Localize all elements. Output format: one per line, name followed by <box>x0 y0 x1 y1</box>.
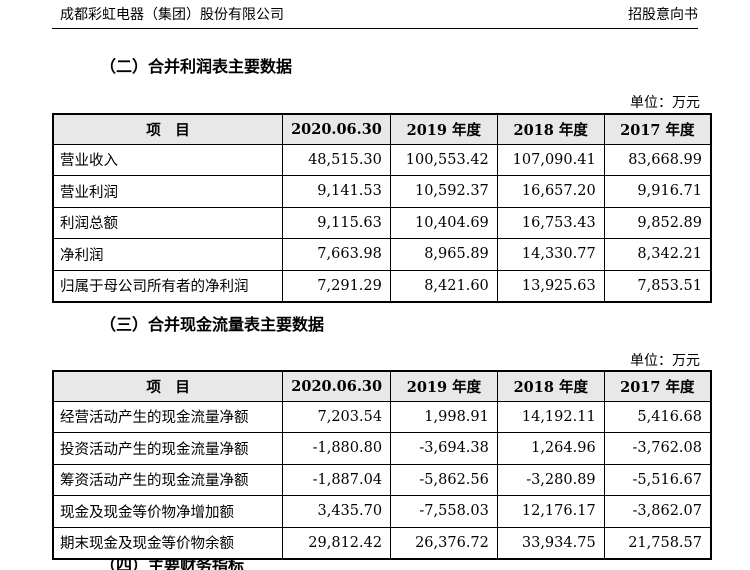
section-4-title: （四）主要财务指标 <box>100 560 245 570</box>
cell-value: 3,435.70 <box>282 495 392 528</box>
header-document-type: 招股意向书 <box>628 7 698 23</box>
row-label: 投资活动产生的现金流量净额 <box>52 432 284 465</box>
cell-value: 14,330.77 <box>496 238 605 271</box>
column-header: 2020.06.30 <box>282 113 391 145</box>
cell-value: 7,203.54 <box>282 400 392 433</box>
cell-value: -5,862.56 <box>390 463 498 496</box>
cell-value: 9,852.89 <box>603 206 712 239</box>
column-header: 2017 年度 <box>603 370 712 402</box>
cell-value: 9,141.53 <box>282 175 391 208</box>
cell-value: 107,090.41 <box>496 143 605 176</box>
table-header-row: 项 目 2020.06.30 2019 年度 2018 年度 2017 年度 <box>52 113 712 145</box>
cell-value: 26,376.72 <box>390 526 498 559</box>
cell-value: 16,657.20 <box>496 175 605 208</box>
cell-value: 7,663.98 <box>282 238 391 271</box>
cell-value: 13,925.63 <box>496 269 605 302</box>
column-header: 2018 年度 <box>496 113 605 145</box>
table-row: 现金及现金等价物净增加额 3,435.70 -7,558.03 12,176.1… <box>52 495 712 528</box>
cell-value: -3,862.07 <box>603 495 712 528</box>
row-label: 营业利润 <box>52 175 284 208</box>
cell-value: -1,887.04 <box>282 463 392 496</box>
cell-value: -3,280.89 <box>496 463 605 496</box>
cell-value: 48,515.30 <box>282 143 391 176</box>
section-2-title: （二）合并利润表主要数据 <box>100 57 293 76</box>
column-header: 项 目 <box>52 113 284 145</box>
cell-value: -3,694.38 <box>390 432 498 465</box>
table-row: 期末现金及现金等价物余额 29,812.42 26,376.72 33,934.… <box>52 526 712 559</box>
cell-value: 1,264.96 <box>496 432 605 465</box>
row-label: 营业收入 <box>52 143 284 176</box>
cell-value: -7,558.03 <box>390 495 498 528</box>
table-header-row: 项 目 2020.06.30 2019 年度 2018 年度 2017 年度 <box>52 370 712 402</box>
row-label: 经营活动产生的现金流量净额 <box>52 400 284 433</box>
cell-value: -5,516.67 <box>603 463 712 496</box>
section-4-title-cut: （四）主要财务指标 <box>100 560 244 570</box>
row-label: 归属于母公司所有者的净利润 <box>52 269 284 302</box>
column-header: 2020.06.30 <box>282 370 392 402</box>
cell-value: 100,553.42 <box>389 143 498 176</box>
row-label: 筹资活动产生的现金流量净额 <box>52 463 284 496</box>
header-company: 成都彩虹电器（集团）股份有限公司 <box>60 7 284 23</box>
cell-value: -1,880.80 <box>282 432 392 465</box>
cell-value: 16,753.43 <box>496 206 605 239</box>
table-row: 营业利润 9,141.53 10,592.37 16,657.20 9,916.… <box>52 175 712 208</box>
cell-value: 9,916.71 <box>603 175 712 208</box>
section-3-title: （三）合并现金流量表主要数据 <box>100 315 325 334</box>
cell-value: 10,404.69 <box>389 206 498 239</box>
table-row: 净利润 7,663.98 8,965.89 14,330.77 8,342.21 <box>52 238 712 271</box>
cell-value: 83,668.99 <box>603 143 712 176</box>
cell-value: 5,416.68 <box>603 400 712 433</box>
table-row: 投资活动产生的现金流量净额 -1,880.80 -3,694.38 1,264.… <box>52 432 712 465</box>
column-header: 2019 年度 <box>390 370 498 402</box>
header-rule <box>52 28 698 29</box>
cell-value: 9,115.63 <box>282 206 391 239</box>
column-header: 项 目 <box>52 370 284 402</box>
table-row: 筹资活动产生的现金流量净额 -1,887.04 -5,862.56 -3,280… <box>52 463 712 496</box>
column-header: 2018 年度 <box>496 370 605 402</box>
cell-value: 7,853.51 <box>603 269 712 302</box>
column-header: 2017 年度 <box>603 113 712 145</box>
row-label: 现金及现金等价物净增加额 <box>52 495 284 528</box>
section-3-unit: 单位：万元 <box>630 353 700 369</box>
cell-value: 14,192.11 <box>496 400 605 433</box>
section-2-unit: 单位：万元 <box>630 95 700 111</box>
cell-value: 8,342.21 <box>603 238 712 271</box>
row-label: 利润总额 <box>52 206 284 239</box>
cell-value: 29,812.42 <box>282 526 392 559</box>
table-row: 利润总额 9,115.63 10,404.69 16,753.43 9,852.… <box>52 206 712 239</box>
cell-value: 1,998.91 <box>390 400 498 433</box>
income-statement-table: 项 目 2020.06.30 2019 年度 2018 年度 2017 年度 营… <box>52 113 712 303</box>
column-header: 2019 年度 <box>389 113 498 145</box>
cell-value: -3,762.08 <box>603 432 712 465</box>
table-row: 营业收入 48,515.30 100,553.42 107,090.41 83,… <box>52 143 712 176</box>
table-row: 经营活动产生的现金流量净额 7,203.54 1,998.91 14,192.1… <box>52 400 712 433</box>
cell-value: 33,934.75 <box>496 526 605 559</box>
cell-value: 21,758.57 <box>603 526 712 559</box>
cell-value: 8,965.89 <box>389 238 498 271</box>
row-label: 期末现金及现金等价物余额 <box>52 526 284 559</box>
row-label: 净利润 <box>52 238 284 271</box>
cell-value: 7,291.29 <box>282 269 391 302</box>
cell-value: 8,421.60 <box>389 269 498 302</box>
cell-value: 12,176.17 <box>496 495 605 528</box>
cell-value: 10,592.37 <box>389 175 498 208</box>
table-row: 归属于母公司所有者的净利润 7,291.29 8,421.60 13,925.6… <box>52 269 712 302</box>
cash-flow-table: 项 目 2020.06.30 2019 年度 2018 年度 2017 年度 经… <box>52 370 712 560</box>
